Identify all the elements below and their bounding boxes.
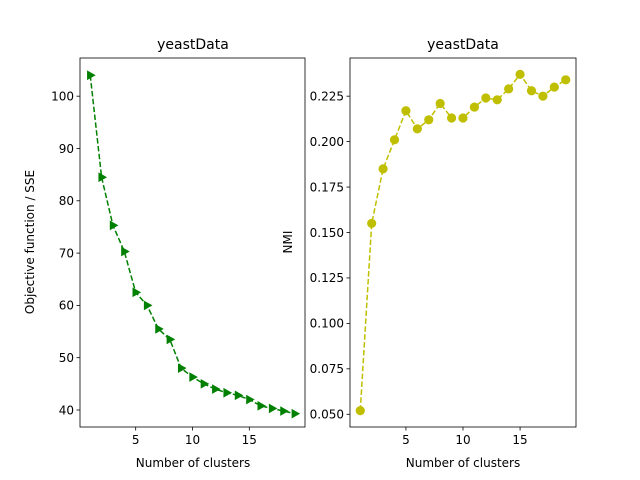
nmi-x-tick-label: 15 [512,433,527,447]
sse-x-tick-label: 5 [132,433,140,447]
sse-y-tick-label: 90 [59,142,74,156]
sse-data-point [155,324,164,334]
nmi-y-ticks: 0.050 0.075 0.100 0.125 0.150 0.175 0.200 0.225 [310,89,350,422]
nmi-data-point [526,86,537,96]
nmi-data-point [504,84,514,94]
sse-data-point [257,400,267,411]
nmi-data-point [412,124,422,134]
sse-data-point [246,394,255,405]
sse-data-point [98,172,108,183]
sse-data-point [223,387,233,398]
nmi-data-point [401,106,411,116]
sse-data-point [234,390,244,401]
nmi-y-tick-label: 0.200 [310,135,344,149]
sse-series-markers [87,70,301,419]
sse-data-point [109,220,119,231]
nmi-data-point [561,75,571,85]
nmi-data-point [355,406,365,416]
nmi-data-point [424,115,434,125]
nmi-data-point [549,82,559,92]
sse-title: yeastData [157,37,229,53]
nmi-title: yeastData [427,37,499,53]
sse-data-point [132,287,142,298]
nmi-series-markers [355,69,571,416]
sse-data-point [280,406,289,416]
nmi-y-tick-label: 0.100 [310,317,344,331]
nmi-data-point [389,135,400,145]
sse-x-tick-label: 10 [185,433,200,447]
sse-data-point [189,372,198,382]
nmi-y-tick-label: 0.175 [310,180,344,194]
sse-data-point [166,334,176,345]
nmi-y-tick-label: 0.150 [310,226,344,240]
sse-data-point [212,384,221,394]
sse-y-tick-label: 50 [59,351,74,365]
nmi-data-point [367,218,377,229]
sse-subplot: yeastData 5 10 15 40 50 60 70 80 90 100 Number o… [23,37,306,470]
sse-y-tick-label: 80 [59,194,74,208]
nmi-y-tick-label: 0.125 [310,271,344,285]
sse-y-ticks: 40 50 60 70 80 90 100 [51,89,80,417]
nmi-x-axis-label: Number of clusters [406,456,520,470]
sse-data-point [87,70,96,81]
sse-x-ticks: 5 10 15 [132,427,257,447]
nmi-subplot: yeastData 5 10 15 0.050 0.075 0.100 0.125 0.15… [281,37,577,470]
sse-data-point [121,246,130,257]
nmi-data-point [469,102,480,112]
sse-x-axis-label: Number of clusters [136,456,250,470]
sse-y-tick-label: 70 [59,246,74,260]
sse-y-axis-label: Objective function / SSE [23,170,37,314]
nmi-x-ticks: 5 10 15 [402,427,528,447]
nmi-y-tick-label: 0.050 [310,408,344,422]
sse-data-point [291,408,301,419]
nmi-data-point [435,98,445,109]
nmi-x-tick-label: 5 [402,433,410,447]
nmi-data-point [378,164,388,174]
sse-y-tick-label: 60 [59,299,74,313]
nmi-y-tick-label: 0.225 [310,89,344,103]
nmi-data-point [538,91,548,101]
nmi-data-point [492,95,502,105]
nmi-y-axis-label: NMI [281,231,295,254]
sse-x-tick-label: 15 [242,433,257,447]
nmi-x-tick-label: 10 [455,433,470,447]
sse-data-point [177,363,187,373]
nmi-data-point [458,113,468,123]
nmi-data-point [446,113,457,123]
sse-data-point [268,403,278,414]
nmi-data-point [515,69,525,79]
sse-y-tick-label: 100 [51,89,74,103]
sse-data-point [200,379,210,389]
sse-data-point [143,300,153,311]
sse-y-tick-label: 40 [59,403,74,417]
nmi-y-tick-label: 0.075 [310,362,344,376]
nmi-data-point [481,93,491,103]
